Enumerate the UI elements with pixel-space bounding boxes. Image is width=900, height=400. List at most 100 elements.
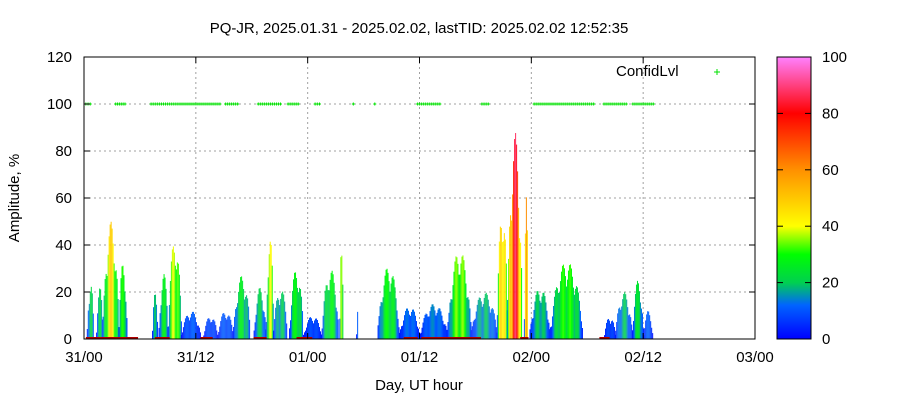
amplitude-bar	[484, 293, 486, 339]
amplitude-bar	[399, 332, 400, 339]
amplitude-bar	[461, 256, 463, 339]
amplitude-bar	[226, 319, 228, 339]
amplitude-bar	[382, 297, 384, 339]
amplitude-bar	[164, 277, 166, 339]
amplitude-bar	[605, 328, 607, 339]
amplitude-bar	[644, 328, 646, 339]
amplitude-bar	[178, 274, 180, 339]
amplitude-bar	[402, 325, 403, 339]
amplitude-bar	[617, 313, 619, 339]
amplitude-bar	[505, 263, 507, 339]
amplitude-bar	[108, 236, 110, 339]
amplitude-bar	[225, 318, 227, 339]
amplitude-bar	[248, 306, 250, 339]
amplitude-bar	[125, 301, 127, 339]
amplitude-bar	[541, 296, 543, 339]
amplitude-bar	[574, 288, 576, 339]
amplitude-bar	[530, 323, 532, 339]
amplitude-bar	[185, 316, 187, 339]
amplitude-bar	[547, 319, 549, 339]
amplitude-bar	[480, 301, 482, 339]
amplitude-bar	[401, 326, 402, 339]
amplitude-bar	[306, 327, 308, 339]
colorbar-gradient	[776, 56, 812, 340]
amplitude-bar	[396, 310, 398, 339]
amplitude-bar	[609, 320, 611, 339]
amplitude-bar	[472, 321, 474, 339]
amplitude-bar	[188, 320, 190, 339]
amplitude-bar	[567, 270, 569, 339]
amplitude-bar	[213, 319, 215, 339]
amplitude-bar	[557, 292, 559, 339]
amplitude-bar	[539, 300, 541, 339]
amplitude-bar	[459, 274, 461, 339]
amplitude-bar	[476, 304, 478, 339]
colorbar: 0 20 40 60 80 100	[776, 49, 847, 348]
amplitude-bar	[100, 289, 102, 339]
amplitude-bar	[317, 320, 319, 339]
amplitude-bar	[471, 326, 473, 339]
amplitude-bar	[485, 292, 487, 339]
amplitude-bar	[607, 319, 609, 339]
legend-marker-confidlvl	[714, 69, 720, 75]
amplitude-bar	[479, 298, 481, 339]
amplitude-bar	[327, 290, 329, 339]
amplitude-bar	[277, 297, 279, 339]
amplitude-bar	[194, 317, 196, 339]
amplitude-bar	[274, 319, 276, 339]
amplitude-bar	[445, 325, 447, 339]
amplitude-bar	[517, 171, 519, 339]
amplitude-bar	[196, 325, 198, 339]
baseline-marker	[421, 337, 482, 339]
amplitude-bar	[475, 311, 477, 339]
amplitude-bar	[397, 318, 399, 339]
amplitude-bar	[489, 312, 491, 339]
amplitude-bar	[444, 324, 446, 339]
amplitude-bar	[168, 305, 170, 339]
amplitude-bar	[206, 321, 208, 339]
amplitude-bar	[392, 276, 394, 339]
amplitude-bar	[186, 315, 188, 339]
amplitude-bar	[509, 226, 511, 339]
y-tick-label: 40	[55, 237, 72, 254]
amplitude-bar	[241, 276, 243, 339]
amplitude-bar	[640, 308, 642, 339]
amplitude-bar	[300, 289, 302, 339]
amplitude-bar	[159, 313, 161, 339]
amplitude-bar	[412, 309, 413, 339]
amplitude-bar	[564, 276, 566, 339]
amplitude-bar	[265, 322, 267, 339]
amplitude-bar	[263, 311, 265, 339]
amplitude-bar	[545, 302, 547, 339]
amplitude-bar	[170, 261, 172, 339]
amplitude-bar	[320, 331, 322, 339]
amplitude-bar	[121, 266, 123, 339]
amplitude-bar	[632, 321, 634, 339]
y-axis-label: Amplitude, %	[6, 154, 23, 242]
amplitude-bar	[491, 308, 493, 339]
amplitude-bar	[257, 294, 259, 339]
amplitude-bar	[507, 299, 509, 339]
amplitude-bar	[427, 316, 429, 339]
amplitude-bar	[552, 305, 554, 339]
amplitude-bar	[457, 263, 459, 339]
amplitude-bar	[436, 312, 438, 339]
amplitude-bar	[531, 318, 533, 339]
amplitude-bar	[212, 319, 214, 339]
amplitude-bar	[391, 277, 393, 339]
amplitude-bar	[294, 272, 296, 339]
amplitude-bar	[195, 322, 197, 339]
amplitude-bar	[113, 263, 115, 339]
amplitude-bar	[102, 316, 104, 339]
x-tick-label: 31/12	[177, 349, 215, 366]
amplitude-bar	[227, 316, 229, 339]
amplitude-bar	[521, 268, 523, 339]
amplitude-bar	[335, 307, 337, 339]
amplitude-bar	[551, 316, 553, 339]
amplitude-bar	[651, 327, 653, 339]
amplitude-bar	[418, 328, 419, 339]
amplitude-bar	[123, 275, 125, 339]
amplitude-bar	[111, 228, 113, 339]
amplitude-bar	[238, 291, 240, 339]
y-tick-label: 100	[47, 96, 72, 113]
